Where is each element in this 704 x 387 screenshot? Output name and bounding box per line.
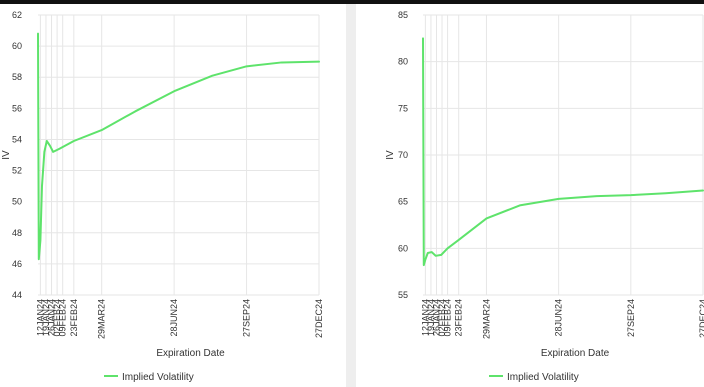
x-tick-label: 12JAN24	[35, 299, 45, 336]
x-tick-label: 27DEC24	[698, 299, 704, 338]
x-tick-label: 09FEB24	[443, 299, 453, 337]
top-border	[0, 0, 704, 4]
series-line-implied-volatility	[422, 37, 704, 267]
x-tick-label: 29MAR24	[97, 299, 107, 339]
x-tick-label: 26JAN24	[47, 299, 57, 336]
x-tick-label: 02FEB24	[437, 299, 447, 337]
x-tick-label: 19JAN24	[41, 299, 51, 336]
y-tick-label: 44	[12, 290, 22, 300]
x-tick-label: 19JAN24	[426, 299, 436, 336]
x-tick-label: 02FEB24	[52, 299, 62, 337]
x-tick-label: 29MAR24	[481, 299, 491, 339]
x-tick-label: 27SEP24	[626, 299, 636, 337]
series-line-implied-volatility	[37, 32, 320, 261]
y-tick-label: 60	[398, 243, 408, 253]
y-tick-label: 70	[398, 150, 408, 160]
x-tick-label: 23FEB24	[69, 299, 79, 337]
chart-panel-left: 44 46 48 50 52 54 56 58 60 62 12JAN24 19JAN24 26JAN2…	[0, 4, 346, 387]
y-tick-label: 65	[398, 197, 408, 207]
x-tick-label: 09FEB24	[58, 299, 68, 337]
y-tick-label: 54	[12, 134, 22, 144]
x-tick-label: 28JUN24	[554, 299, 564, 337]
y-tick-label: 85	[398, 10, 408, 20]
y-tick-label: 62	[12, 10, 22, 20]
y-tick-label: 55	[398, 290, 408, 300]
x-tick-label: 12JAN24	[420, 299, 430, 336]
y-tick-label: 80	[398, 57, 408, 67]
x-tick-label: 27SEP24	[242, 299, 252, 337]
y-tick-label: 56	[12, 103, 22, 113]
x-axis-label: Expiration Date	[156, 348, 225, 359]
iv-chart-right: 55 60 65 70 75 80 85 12JAN2419JAN2426JAN2402FEB…	[385, 10, 704, 383]
y-tick-label: 52	[12, 166, 22, 176]
x-tick-label: 26JAN24	[431, 299, 441, 336]
iv-chart-left: 44 46 48 50 52 54 56 58 60 62 12JAN2419JAN2426JAN2…	[1, 10, 324, 383]
y-tick-label: 58	[12, 72, 22, 82]
y-tick-label: 50	[12, 197, 22, 207]
legend-label[interactable]: Implied Volatility	[122, 372, 194, 383]
y-axis-label: IV	[1, 150, 12, 160]
x-tick-label: 28JUN24	[169, 299, 179, 337]
y-tick-label: 75	[398, 103, 408, 113]
y-tick-label: 60	[12, 41, 22, 51]
panel-divider	[346, 4, 356, 387]
y-axis-label: IV	[385, 150, 396, 160]
y-tick-label: 46	[12, 259, 22, 269]
x-tick-label: 23FEB24	[454, 299, 464, 337]
y-tick-label: 48	[12, 228, 22, 238]
x-axis-label: Expiration Date	[541, 348, 610, 359]
legend-label[interactable]: Implied Volatility	[507, 372, 579, 383]
x-tick-label: 27DEC24	[314, 299, 324, 338]
chart-panel-right: 55 60 65 70 75 80 85 12JAN24 19JAN24 26JAN24 02FEB…	[356, 4, 704, 387]
